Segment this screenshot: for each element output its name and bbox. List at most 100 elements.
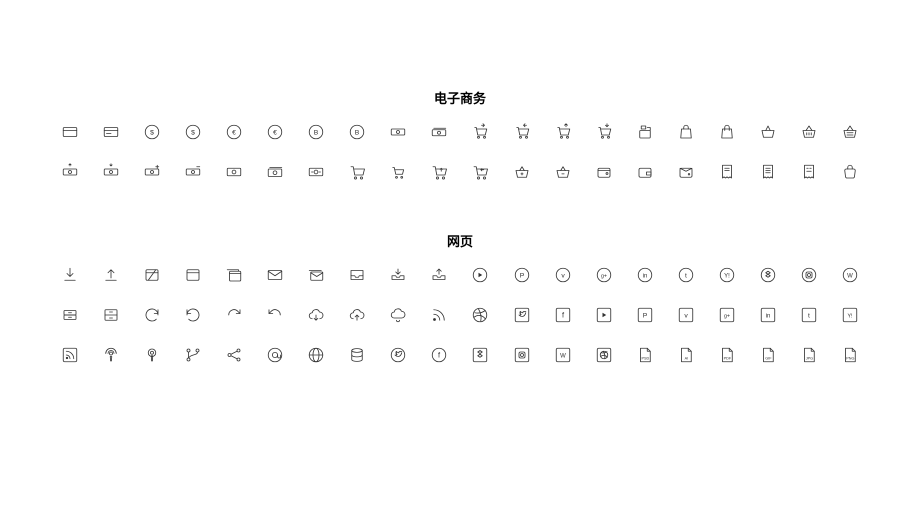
dropbox-circle-icon <box>758 265 778 285</box>
section-ecommerce: 电子商务 $$€€BB <box>0 0 920 183</box>
svg-text:f: f <box>438 350 441 359</box>
podcast-alt-icon <box>142 345 162 365</box>
fat-banknote-out-icon <box>306 162 326 182</box>
receipt-icon <box>717 162 737 182</box>
linkedin-circle-icon: in <box>635 265 655 285</box>
globe-icon <box>306 345 326 365</box>
receipt-long-icon <box>758 162 778 182</box>
cloud-up-icon <box>347 305 367 325</box>
icon-row: fWPSDAIPDFGIFJPGPNG <box>60 344 860 366</box>
googleplus-square-icon: g+ <box>717 305 737 325</box>
inbox-arrow-icon <box>388 265 408 285</box>
at-sign-icon <box>265 345 285 365</box>
svg-text:$: $ <box>191 129 195 136</box>
svg-text:JPG: JPG <box>806 357 813 361</box>
bag-icon <box>676 122 696 142</box>
svg-text:t: t <box>808 312 810 319</box>
instagram-circle-icon <box>799 265 819 285</box>
svg-text:t: t <box>685 272 687 279</box>
rss-icon <box>429 305 449 325</box>
credit-card-icon <box>60 122 80 142</box>
tumblr-circle-icon: t <box>676 265 696 285</box>
basket-alt-icon <box>799 122 819 142</box>
bitcoin-circle-icon: B <box>306 122 326 142</box>
refresh-ccw-icon <box>183 305 203 325</box>
svg-text:€: € <box>232 129 236 136</box>
browser-slash-icon <box>142 265 162 285</box>
icon-row: Pvg+intY!W <box>60 264 860 286</box>
envelopes-icon <box>306 265 326 285</box>
svg-text:in: in <box>642 273 647 279</box>
file-png-icon: PNG <box>840 345 860 365</box>
googleplus-circle-icon: g+ <box>594 265 614 285</box>
icon-grid-web: Pvg+intY!WfPvg+intY!fWPSDAIPDFGIFJPGPNG <box>60 264 860 366</box>
basket-icon <box>758 122 778 142</box>
cloud-sync-icon <box>388 305 408 325</box>
section-web: 网页 Pvg+intY!WfPvg+intY!fWPSDAIPDFGIFJPGP… <box>0 231 920 366</box>
twitter-circle-icon <box>388 345 408 365</box>
dribbble-circle-icon <box>470 305 490 325</box>
section-title-ecommerce: 电子商务 <box>60 88 860 107</box>
tumblr-square-icon: t <box>799 305 819 325</box>
svg-text:GIF: GIF <box>765 357 772 361</box>
icon-grid-ecommerce: $$€€BB <box>60 121 860 183</box>
svg-text:g+: g+ <box>601 273 607 279</box>
drawer-alt-icon <box>101 305 121 325</box>
dollar-circle-out-icon: $ <box>183 122 203 142</box>
youtube-square-icon <box>594 305 614 325</box>
wallet-icon <box>594 162 614 182</box>
redo-icon <box>224 305 244 325</box>
basket-plus-icon <box>512 162 532 182</box>
svg-text:Y!: Y! <box>847 313 852 319</box>
file-psd-icon: PSD <box>635 345 655 365</box>
basket-minus-icon <box>553 162 573 182</box>
cart-down-icon <box>594 122 614 142</box>
dribbble-square-icon <box>594 345 614 365</box>
icon-row: $$€€BB <box>60 121 860 143</box>
dollar-circle-icon: $ <box>142 122 162 142</box>
file-ai-icon: AI <box>676 345 696 365</box>
svg-text:v: v <box>684 312 688 319</box>
cart-up-alt-icon <box>429 162 449 182</box>
wallet-flap-icon <box>676 162 696 182</box>
banknote-minus-icon <box>183 162 203 182</box>
svg-text:v: v <box>561 272 565 279</box>
svg-text:g+: g+ <box>724 313 730 319</box>
fat-banknote-stack-icon <box>265 162 285 182</box>
envelope-icon <box>265 265 285 285</box>
bag-handle-icon <box>717 122 737 142</box>
purse-icon <box>840 162 860 182</box>
yahoo-circle-icon: Y! <box>717 265 737 285</box>
svg-text:Y!: Y! <box>724 273 730 279</box>
file-gif-icon: GIF <box>758 345 778 365</box>
file-jpg-icon: JPG <box>799 345 819 365</box>
twitter-square-icon <box>512 305 532 325</box>
cart-right-icon <box>470 122 490 142</box>
banknote-stack-icon <box>429 122 449 142</box>
svg-text:W: W <box>847 273 853 279</box>
vimeo-square-icon: v <box>676 305 696 325</box>
section-title-web: 网页 <box>60 231 860 250</box>
cart-left-icon <box>512 122 532 142</box>
banknote-plus-icon <box>142 162 162 182</box>
branch-icon <box>183 345 203 365</box>
window-icon <box>183 265 203 285</box>
svg-text:PNG: PNG <box>846 357 854 361</box>
receipt-detail-icon <box>799 162 819 182</box>
svg-text:f: f <box>562 310 565 319</box>
instagram-square-icon <box>512 345 532 365</box>
download-icon <box>60 265 80 285</box>
euro-circle-icon: € <box>224 122 244 142</box>
svg-text:$: $ <box>150 129 154 136</box>
dropbox-square-icon <box>470 345 490 365</box>
yahoo-square-icon: Y! <box>840 305 860 325</box>
file-pdf-icon: PDF <box>717 345 737 365</box>
banknote-in-icon <box>101 162 121 182</box>
svg-text:€: € <box>273 129 277 136</box>
pinterest-square-icon: P <box>635 305 655 325</box>
banknote-icon <box>388 122 408 142</box>
podcast-icon <box>101 345 121 365</box>
cart-left-alt-icon <box>470 162 490 182</box>
facebook-circle-icon: f <box>429 345 449 365</box>
share-icon <box>224 345 244 365</box>
